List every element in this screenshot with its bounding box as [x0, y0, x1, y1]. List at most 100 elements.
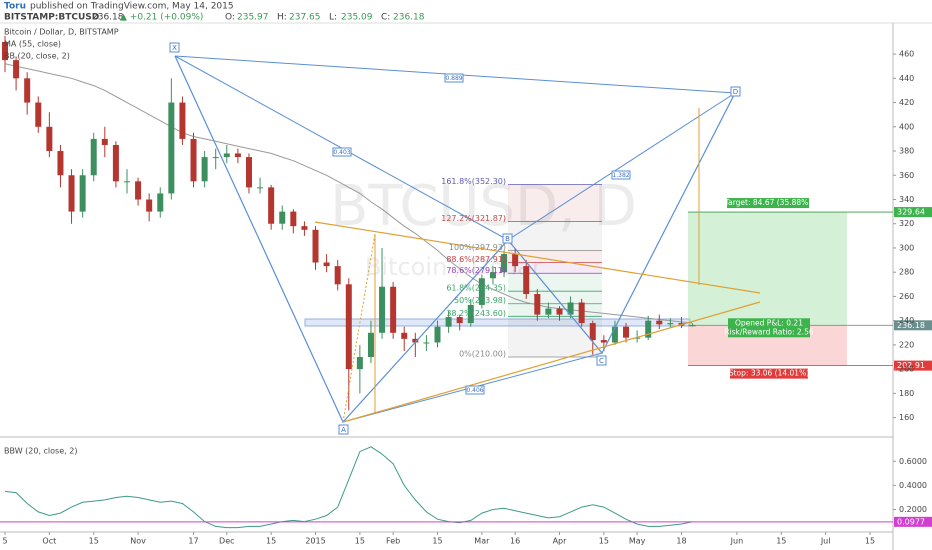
candle-body	[623, 326, 630, 338]
candle-body	[46, 126, 53, 152]
ohlc-value: 237.65	[289, 13, 321, 23]
ratio-box	[465, 385, 485, 395]
fib-label: 100%(297.93)	[449, 243, 506, 252]
candle-body	[501, 254, 508, 273]
fib-label: 61.8%(264.35)	[446, 284, 506, 293]
last-price: 236.18	[92, 13, 124, 23]
published: published on TradingView.com, May 14, 20…	[30, 2, 234, 12]
y-tick-label: 300	[899, 243, 914, 252]
bbw-line	[4, 446, 693, 529]
candle-body	[645, 320, 652, 338]
ratio-box	[332, 147, 352, 157]
ohlc-label: C:	[381, 13, 390, 23]
pattern-labels: X A B C D 0.889 0.403 1.382 0.406	[169, 42, 741, 435]
candle-body	[290, 211, 297, 227]
panel2-title: BBW (20, close, 2)	[4, 447, 77, 456]
target-zone	[688, 212, 847, 326]
candle-body	[401, 332, 408, 339]
y2-tick-label: 0.6000	[899, 457, 927, 466]
y-tick-label: 320	[899, 219, 914, 228]
under-layer	[304, 184, 893, 367]
price-tag-label: 236.18	[897, 321, 925, 330]
x-tick-label: 15	[599, 537, 609, 546]
pattern-bd	[507, 92, 736, 241]
candle-body	[201, 157, 208, 182]
y-tick-label: 460	[899, 50, 914, 59]
candle-body	[68, 175, 75, 212]
candle-body	[689, 325, 696, 327]
fib-zone	[508, 221, 602, 251]
candle-body	[245, 157, 252, 188]
candle-body	[13, 60, 20, 79]
candle-body	[301, 226, 308, 230]
y-tick-label: 440	[899, 74, 914, 83]
legend-title: Bitcoin / Dollar, D, BITSTAMP	[4, 28, 119, 37]
ratio-label: 1.382	[612, 172, 629, 179]
candle-body	[212, 157, 219, 159]
fib-label: 38.2%(243.60)	[446, 309, 506, 318]
candle-body	[390, 286, 397, 333]
stop-label: Stop: 33.06 (14.01%)	[729, 369, 809, 378]
point-box	[338, 424, 349, 435]
price-tag	[894, 360, 932, 371]
point-label: X	[172, 44, 177, 52]
point-box	[169, 42, 180, 53]
x-tick-label: 15	[776, 537, 786, 546]
fib-zone	[508, 273, 602, 292]
candle-body	[2, 41, 8, 61]
fib-zone	[508, 291, 602, 304]
candle-body	[279, 211, 286, 224]
y2-tick-label: 0.4000	[899, 481, 927, 490]
x-tick-label: 15	[355, 537, 365, 546]
range-band	[304, 318, 691, 327]
candle-body	[168, 102, 175, 194]
legend-sma: MA (55, close)	[4, 40, 61, 49]
candle-body	[101, 138, 108, 145]
y-tick-label: 280	[899, 268, 914, 277]
ohlc-label: O:	[225, 13, 235, 23]
candle-body	[434, 326, 441, 343]
candle-body	[589, 323, 596, 341]
fib-zone	[508, 303, 602, 317]
pnl-label: Opened P&L: 0.21	[735, 318, 803, 327]
fib-zone	[508, 250, 602, 263]
y-tick-label: 420	[899, 98, 914, 107]
ratio-label: 0.406	[466, 387, 483, 394]
candle-body	[223, 153, 230, 158]
point-box	[596, 355, 607, 366]
x-tick-label: 16	[510, 537, 520, 546]
ohlc-value: 236.18	[393, 13, 425, 23]
candle-body	[456, 317, 463, 324]
candle-body	[157, 193, 164, 212]
candle-body	[257, 187, 264, 189]
candle-body	[379, 286, 386, 333]
fib-label: 50%(253.98)	[454, 296, 506, 305]
target-label: Target: 84.67 (35.88%)	[724, 198, 811, 207]
candle-body	[179, 102, 186, 139]
candle-body	[489, 272, 496, 279]
ohlc-label: H:	[277, 13, 287, 23]
candle-body	[534, 294, 541, 315]
ohlc-value: 235.97	[237, 13, 269, 23]
ohlc: O: 235.97 H: 237.65 L: 235.09 C: 236.18	[225, 13, 425, 23]
x-tick-label: Oct	[42, 537, 56, 546]
x-tick-label: 17	[188, 537, 198, 546]
x-tick-label: 15	[432, 537, 442, 546]
x-tick-label: 2015	[305, 537, 325, 546]
fib-zone	[508, 184, 602, 222]
candle-body	[234, 153, 241, 158]
x-tick-label: 15	[266, 537, 276, 546]
candle-body	[112, 144, 119, 182]
y-tick-label: 240	[899, 316, 914, 325]
x-tick-label: 18	[676, 537, 686, 546]
y-tick-label: 260	[899, 292, 914, 301]
rr-label: Risk/Reward Ratio: 2.56	[724, 327, 813, 336]
candle-body	[478, 278, 485, 305]
x-tick-label: 5	[2, 537, 7, 546]
x-tick-label: Mar	[474, 537, 490, 546]
change: ▲ +0.21 (+0.09%)	[120, 13, 203, 23]
candle-body	[567, 302, 574, 315]
candle-body	[512, 254, 519, 267]
candle-body	[334, 266, 341, 285]
